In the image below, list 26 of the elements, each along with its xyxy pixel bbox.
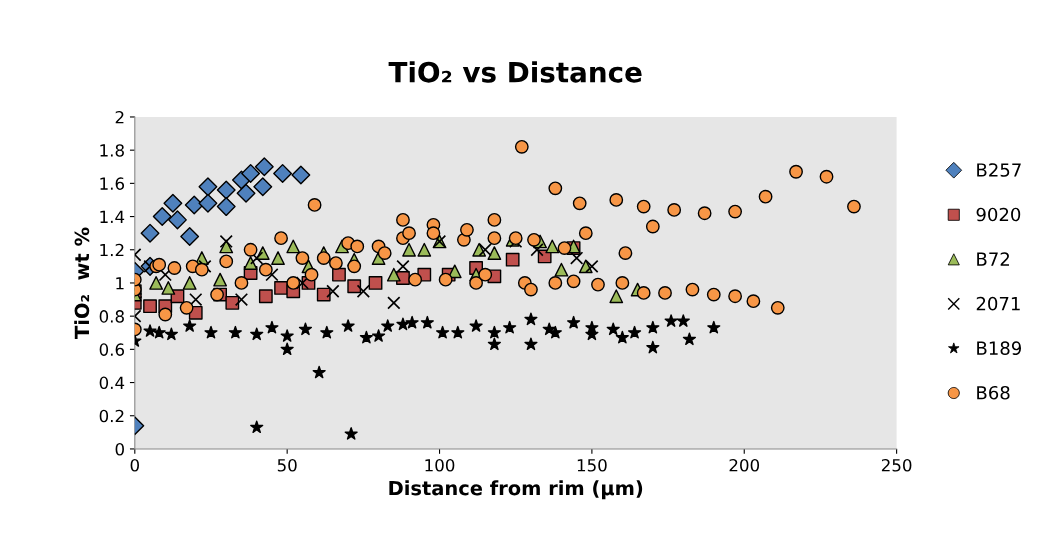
y-tick-label: 1.8 xyxy=(100,144,124,157)
y-tick-label: 2 xyxy=(115,110,124,124)
x-tick-label: 250 xyxy=(881,458,912,472)
legend-label: 2071 xyxy=(976,296,1020,311)
x-tick-label: 0 xyxy=(130,458,139,472)
x-tick-label: 150 xyxy=(577,458,607,472)
x-tick-label: 50 xyxy=(277,458,297,472)
y-tick-label: 1.4 xyxy=(100,210,125,223)
legend-label: B189 xyxy=(977,341,1022,356)
legend-label: B68 xyxy=(977,385,1010,400)
chart-title: TiO₂ vs Distance xyxy=(388,61,642,83)
y-axis-title: TiO₂ wt % xyxy=(74,227,90,339)
y-tick-label: 0.8 xyxy=(99,310,124,323)
x-axis-title: Distance from rim (µm) xyxy=(389,480,643,500)
y-tick-label: 1.6 xyxy=(100,177,125,190)
legend-label: B257 xyxy=(977,163,1021,177)
x-tick-label: 100 xyxy=(425,458,455,472)
x-tick-label: 200 xyxy=(729,458,760,472)
y-tick-label: 1.2 xyxy=(100,243,124,257)
y-tick-label: 0 xyxy=(115,442,124,456)
legend-label: B72 xyxy=(977,252,1009,266)
y-tick-label: 0.2 xyxy=(99,409,124,423)
legend-label: 9020 xyxy=(976,207,1021,222)
y-tick-label: 0.6 xyxy=(99,343,125,356)
y-tick-label: 0.4 xyxy=(99,376,125,390)
y-tick-label: 1 xyxy=(116,277,124,290)
